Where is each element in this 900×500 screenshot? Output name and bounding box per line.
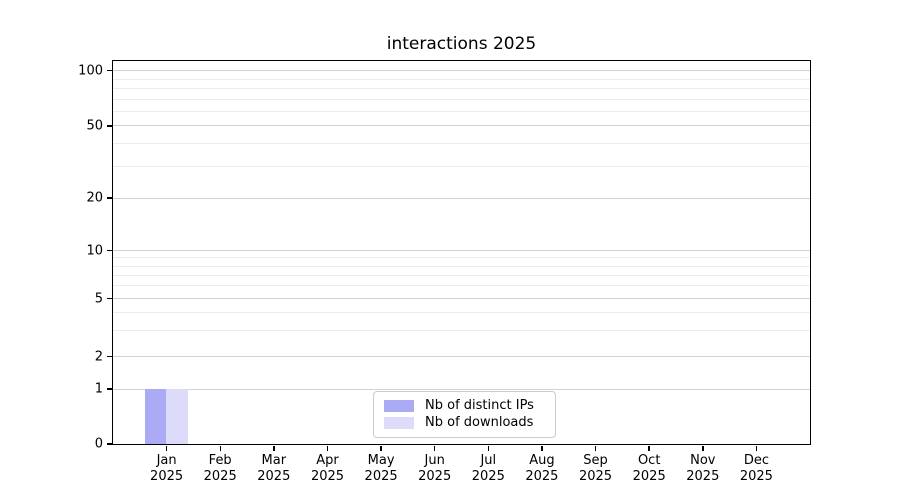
x-tick-mark xyxy=(541,445,543,451)
x-tick-month: Nov xyxy=(690,453,716,468)
x-tick-month: Jun xyxy=(424,453,445,468)
x-tick-month: May xyxy=(367,453,395,468)
x-tick-label: Feb 2025 xyxy=(204,453,237,485)
legend-item-distinct-ips: Nb of distinct IPs xyxy=(384,398,545,414)
x-tick-year: 2025 xyxy=(150,469,184,484)
x-tick-month: Dec xyxy=(743,453,769,468)
chart-title: interactions 2025 xyxy=(386,34,537,54)
gridline-minor xyxy=(112,98,810,100)
gridline-minor xyxy=(112,87,810,89)
y-tick-mark xyxy=(107,443,112,445)
x-tick-month: Jan xyxy=(156,453,177,468)
x-tick-month: Oct xyxy=(637,453,661,468)
legend-label-downloads: Nb of downloads xyxy=(425,415,534,430)
x-tick-label: May 2025 xyxy=(365,453,398,485)
x-tick-label: Jul 2025 xyxy=(472,453,505,485)
legend-label-distinct-ips: Nb of distinct IPs xyxy=(425,398,534,413)
x-tick-mark xyxy=(648,445,650,451)
y-tick-mark xyxy=(107,388,112,390)
legend-swatch-distinct-ips xyxy=(384,400,414,412)
x-tick-month: Sep xyxy=(583,453,608,468)
x-tick-year: 2025 xyxy=(471,469,505,484)
gridline-minor xyxy=(112,312,810,314)
gridline-minor xyxy=(112,110,810,112)
x-tick-year: 2025 xyxy=(686,469,720,484)
x-tick-year: 2025 xyxy=(364,469,398,484)
x-tick-month: Feb xyxy=(208,453,232,468)
x-tick-year: 2025 xyxy=(418,469,452,484)
gridline-minor xyxy=(112,257,810,259)
gridline-minor xyxy=(112,165,810,167)
x-tick-year: 2025 xyxy=(739,469,773,484)
gridline-major xyxy=(112,70,810,72)
x-tick-mark xyxy=(487,445,490,451)
y-tick-label: 2 xyxy=(94,349,103,364)
gridline-major xyxy=(112,125,810,127)
x-tick-year: 2025 xyxy=(310,469,345,484)
x-tick-mark xyxy=(219,445,221,451)
x-tick-label: Oct 2025 xyxy=(633,453,666,485)
gridline-minor xyxy=(112,285,810,287)
gridline-minor xyxy=(112,274,810,276)
x-tick-mark xyxy=(594,445,597,451)
x-tick-mark xyxy=(165,445,168,451)
gridline-major xyxy=(112,197,810,199)
x-tick-year: 2025 xyxy=(632,469,666,484)
x-tick-month: Aug xyxy=(529,453,555,468)
x-tick-label: Mar 2025 xyxy=(257,453,290,485)
x-tick-year: 2025 xyxy=(525,469,559,484)
x-tick-mark xyxy=(273,445,275,451)
y-tick-label: 100 xyxy=(78,63,103,79)
x-tick-month: Apr xyxy=(316,453,339,468)
gridline-major xyxy=(112,388,810,390)
y-tick-mark xyxy=(107,69,112,72)
gridline-minor xyxy=(112,142,810,144)
gridline-major xyxy=(112,356,810,357)
y-tick-label: 0 xyxy=(94,436,103,452)
x-tick-label: Apr 2025 xyxy=(311,453,344,485)
y-tick-label: 1 xyxy=(94,381,103,397)
x-tick-label: Sep 2025 xyxy=(579,453,612,485)
bar-downloads xyxy=(166,388,188,444)
x-tick-mark xyxy=(326,445,329,451)
y-tick-mark xyxy=(107,249,112,252)
x-tick-month: Mar xyxy=(261,453,287,468)
gridline-minor xyxy=(112,265,810,267)
y-tick-label: 10 xyxy=(86,243,103,259)
y-tick-mark xyxy=(107,197,112,199)
x-tick-label: Jun 2025 xyxy=(418,453,451,485)
legend-item-downloads: Nb of downloads xyxy=(384,415,545,431)
x-tick-month: Jul xyxy=(480,453,497,468)
gridline-minor xyxy=(112,330,810,332)
legend-swatch-downloads xyxy=(384,417,414,429)
bar-distinct-ips xyxy=(144,388,167,444)
x-tick-label: Nov 2025 xyxy=(686,453,719,485)
x-tick-label: Dec 2025 xyxy=(740,453,773,485)
x-tick-year: 2025 xyxy=(257,469,291,484)
y-tick-mark xyxy=(107,125,112,127)
x-tick-mark xyxy=(380,445,382,451)
plot-area xyxy=(111,59,811,445)
x-tick-label: Jan 2025 xyxy=(150,453,183,485)
legend: Nb of distinct IPs Nb of downloads xyxy=(373,391,556,438)
y-tick-label: 20 xyxy=(86,190,103,206)
gridline-major xyxy=(112,298,810,299)
y-tick-label: 50 xyxy=(86,118,103,134)
gridline-minor xyxy=(112,78,810,80)
x-tick-mark xyxy=(702,445,704,451)
y-tick-label: 5 xyxy=(94,291,103,306)
x-tick-mark xyxy=(433,445,436,451)
gridline-major xyxy=(112,250,810,252)
y-tick-mark xyxy=(107,355,112,358)
x-tick-year: 2025 xyxy=(203,469,237,484)
x-tick-mark xyxy=(755,445,758,451)
x-tick-year: 2025 xyxy=(578,469,613,484)
x-tick-label: Aug 2025 xyxy=(525,453,558,485)
y-tick-mark xyxy=(107,297,112,300)
